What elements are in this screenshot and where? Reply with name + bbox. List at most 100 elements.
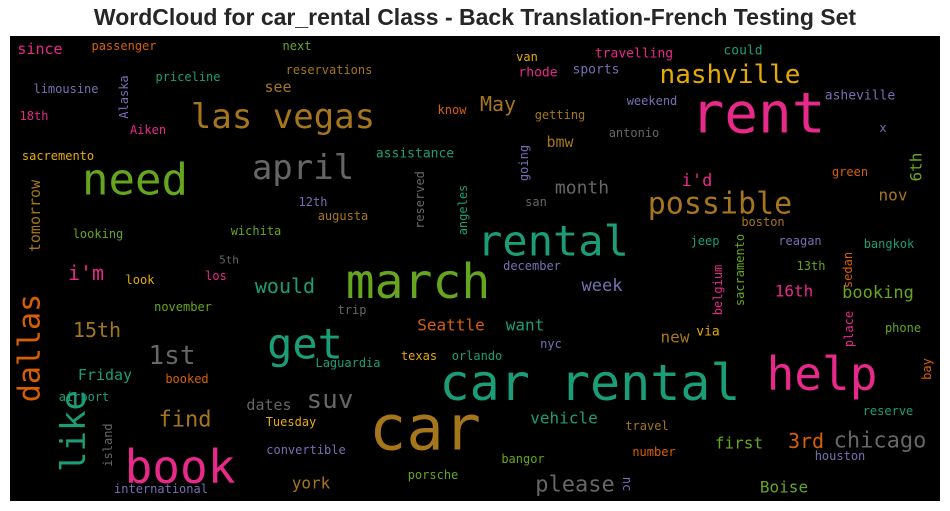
word-bay: bay [920, 358, 934, 380]
word-priceline: priceline [155, 70, 220, 84]
word-reserve: reserve [863, 404, 914, 418]
word-would: would [255, 274, 315, 298]
word-bangkok: bangkok [864, 237, 915, 251]
word-sedan: sedan [841, 252, 855, 288]
word-book: book [125, 440, 236, 494]
word-dates: dates [246, 396, 291, 414]
word-island: island [101, 423, 115, 466]
word-first: first [715, 434, 763, 453]
word-aiken: Aiken [130, 123, 166, 137]
word-rental: rental [477, 217, 629, 266]
word-could: could [723, 44, 762, 59]
word-18th: 18th [20, 109, 49, 123]
word-tomorrow: tomorrow [26, 179, 44, 252]
word-york: york [292, 474, 331, 493]
word-via: via [696, 325, 719, 340]
word-trip: trip [338, 303, 367, 317]
word-rent: rent [691, 82, 826, 147]
word-boston: boston [741, 215, 784, 229]
word-i-d: i'd [682, 171, 713, 191]
word-group: car rent car rental march book help need rental… [13, 39, 935, 498]
word-airport: airport [59, 390, 110, 404]
word-texas: texas [401, 349, 437, 363]
word-15th: 15th [73, 318, 121, 342]
word-1st: 1st [149, 341, 196, 371]
word-friday: Friday [78, 366, 132, 384]
word-find: find [159, 408, 212, 433]
word-sports: sports [573, 63, 620, 78]
wordcloud-svg: car rent car rental march book help need rental… [10, 36, 940, 501]
word-suv: suv [307, 385, 354, 415]
word-need: need [82, 155, 188, 206]
word-boise: Boise [760, 478, 808, 497]
word-5th: 5th [219, 254, 239, 267]
word-dallas: dallas [13, 294, 48, 402]
word-please: please [535, 473, 614, 498]
word-week: week [582, 276, 623, 296]
word-april: april [252, 148, 354, 188]
word-month: month [555, 178, 609, 199]
word-booked: booked [165, 372, 208, 386]
word-sacremento: sacremento [22, 149, 94, 163]
word-new: new [661, 328, 690, 347]
word-going: going [517, 145, 531, 181]
word-booking: booking [842, 283, 914, 303]
word-december: december [503, 259, 561, 273]
word-bangor: bangor [501, 452, 544, 466]
word-convertible: convertible [266, 443, 345, 457]
word-travel: travel [625, 419, 668, 433]
word-12th: 12th [299, 195, 328, 209]
word-reserved: reserved [413, 171, 427, 229]
word-assistance: assistance [376, 147, 454, 162]
word-belgium: belgium [711, 265, 725, 316]
word-las-vegas: las vegas [191, 97, 375, 137]
wordcloud-panel: car rent car rental march book help need rental… [10, 36, 940, 501]
word-houston: houston [815, 449, 866, 463]
word-phone: phone [885, 321, 921, 335]
word-alaska: Alaska [117, 75, 131, 118]
word-since: since [17, 40, 62, 58]
word-los: los [205, 269, 227, 283]
chart-title: WordCloud for car_rental Class - Back Tr… [93, 4, 857, 30]
word-x: x [879, 121, 886, 135]
word-tuesday: Tuesday [266, 415, 317, 429]
word-want: want [506, 316, 545, 335]
word-car-rental: car rental [439, 354, 740, 412]
word-november: november [154, 300, 212, 314]
word-nc: nc [620, 477, 634, 491]
wordcloud-background [10, 36, 940, 501]
word-san: san [525, 195, 547, 209]
word-possible: possible [648, 187, 793, 222]
word-march: march [346, 254, 491, 310]
word-nashville: nashville [660, 60, 801, 90]
word-angeles: angeles [456, 185, 470, 236]
word-chicago: chicago [834, 429, 927, 454]
word-bmw: bmw [546, 133, 574, 151]
word-like: like [54, 390, 94, 472]
word-asheville: asheville [825, 89, 896, 104]
word-number: number [632, 445, 675, 459]
word-getting: getting [535, 108, 586, 122]
word-i-m: i'm [68, 261, 104, 285]
word-6th: 6th [907, 153, 926, 182]
word-reagan: reagan [778, 234, 821, 248]
word-weekend: weekend [627, 94, 678, 108]
word-vehicle: vehicle [530, 409, 597, 428]
word-limousine: limousine [33, 82, 98, 96]
word-get: get [267, 320, 343, 369]
word-jeep: jeep [691, 234, 720, 248]
word-place: place [842, 311, 856, 347]
word-next: next [283, 39, 312, 53]
word-13th: 13th [797, 259, 826, 273]
word-passenger: passenger [91, 39, 156, 53]
word-know: know [438, 103, 468, 117]
word-3rd: 3rd [788, 429, 824, 453]
word-looking: looking [73, 227, 124, 241]
word-may: May [480, 92, 516, 116]
word-seattle: Seattle [417, 316, 484, 335]
word-international: international [114, 482, 208, 496]
word-reservations: reservations [286, 63, 373, 77]
word-nyc: nyc [540, 337, 562, 351]
word-van: van [516, 50, 538, 64]
word-porsche: porsche [408, 468, 459, 482]
